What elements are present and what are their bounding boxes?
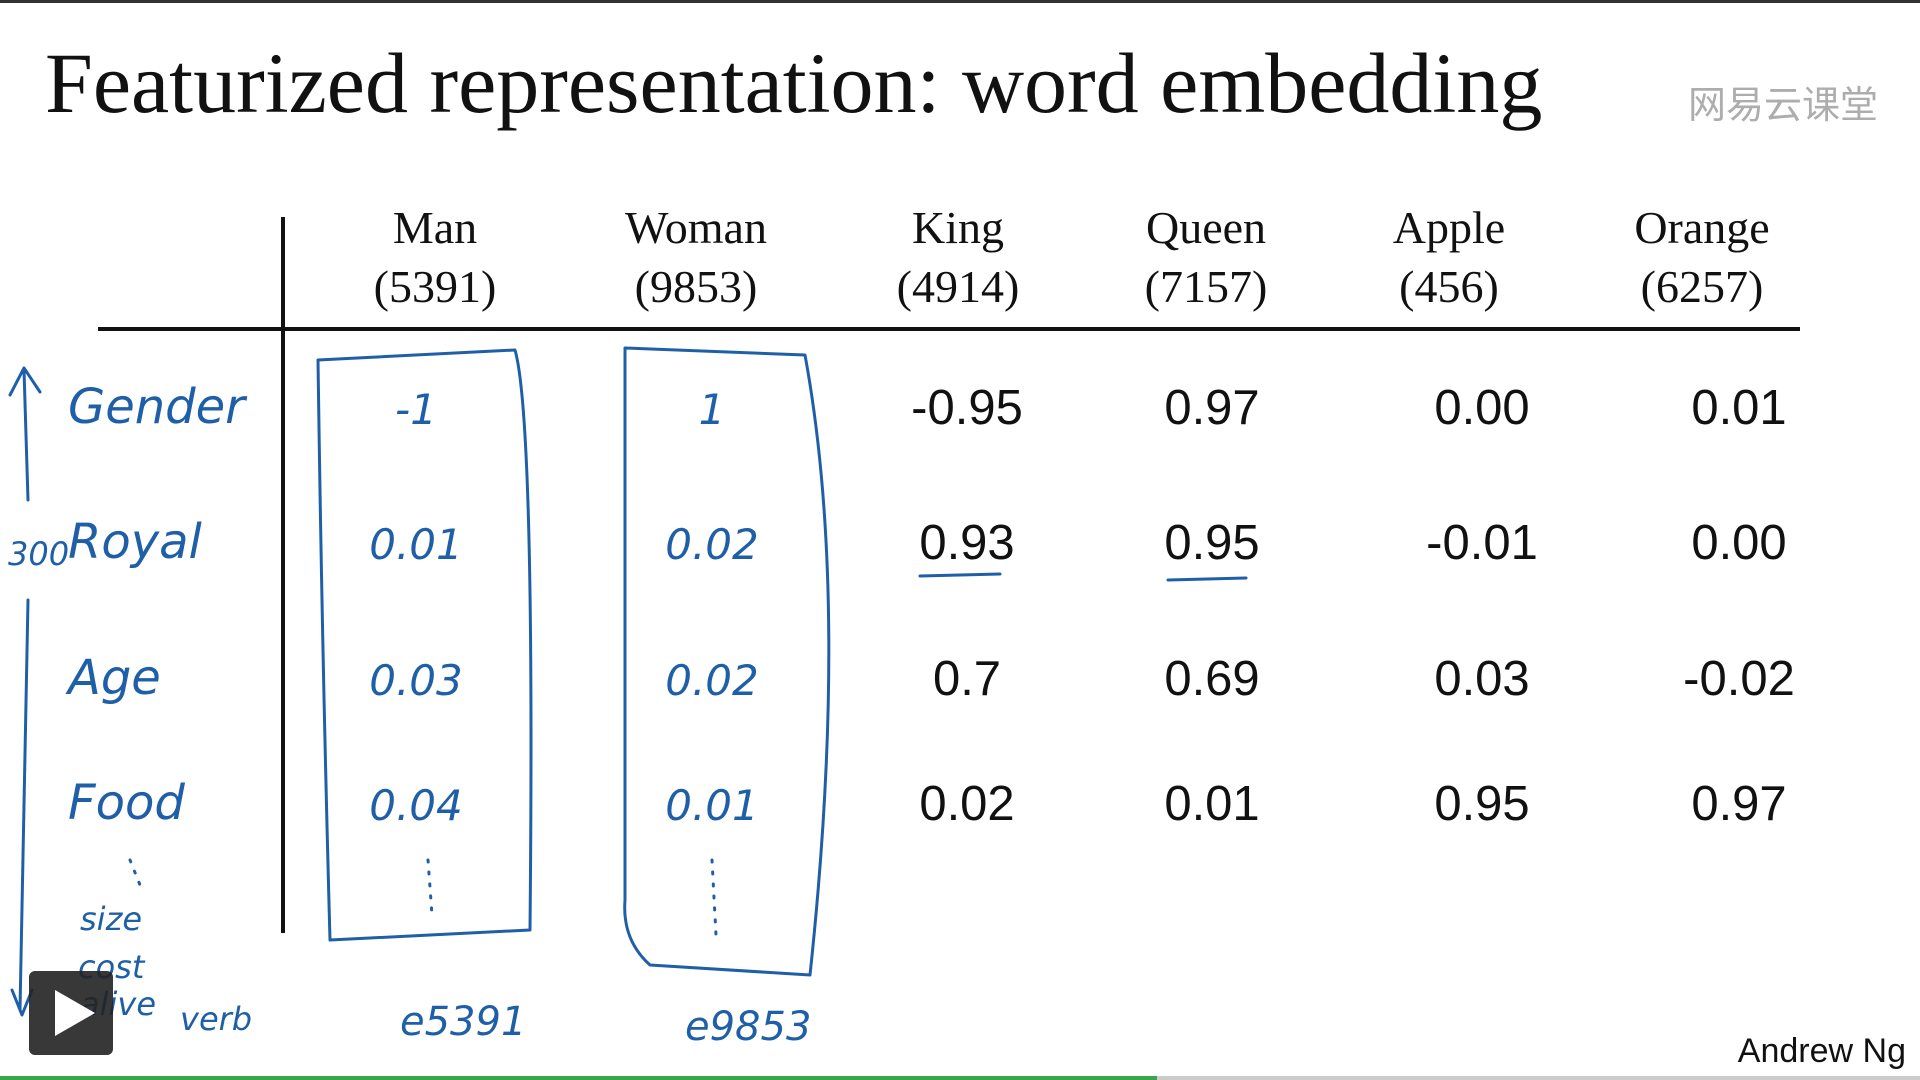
table-cell: 0.69 <box>1164 652 1259 706</box>
woman-vector-bracket <box>623 346 831 977</box>
handwritten-cell: 1 <box>699 385 726 434</box>
column-name: Orange <box>1634 202 1769 253</box>
table-cell: -0.02 <box>1683 652 1795 706</box>
handwritten-cell: 0.01 <box>665 781 759 830</box>
handwritten-cell: 0.04 <box>369 781 463 830</box>
column-name: Woman <box>625 202 767 253</box>
table-cell: 0.95 <box>1434 777 1529 831</box>
table-cell: 0.02 <box>919 777 1014 831</box>
play-icon <box>55 990 95 1036</box>
row-label: Age <box>65 650 161 706</box>
table-cell: 0.00 <box>1691 516 1786 570</box>
row-label: Royal <box>68 514 203 570</box>
top-border <box>0 0 1920 3</box>
slide-title: Featurized representation: word embeddin… <box>45 35 1542 131</box>
column-id: (6257) <box>1641 261 1764 312</box>
table-cell: 0.03 <box>1434 652 1529 706</box>
table-cell: 0.01 <box>1691 381 1786 435</box>
column-id: (456) <box>1399 261 1499 312</box>
table-cell: 0.93 <box>919 516 1014 570</box>
table-cell: -0.95 <box>911 381 1023 435</box>
table-cell: 0.00 <box>1434 381 1529 435</box>
handwritten-cell: 0.02 <box>665 656 759 705</box>
column-id: (7157) <box>1145 261 1268 312</box>
table-cell: 0.7 <box>933 652 1001 706</box>
column-id: (5391) <box>374 261 497 312</box>
row-label: Food <box>68 775 185 831</box>
watermark: 网易云课堂 <box>1688 85 1878 127</box>
table-cell: -0.01 <box>1426 516 1538 570</box>
handwritten-cell: 0.02 <box>665 520 759 569</box>
progress-bar[interactable] <box>0 1076 1157 1080</box>
author: Andrew Ng <box>1738 1032 1906 1070</box>
handwritten-cell: -1 <box>395 385 437 434</box>
embedding-note: e5391 <box>400 999 526 1045</box>
table-cell: 0.95 <box>1164 516 1259 570</box>
progress-track[interactable] <box>1157 1076 1920 1080</box>
column-id: (9853) <box>635 261 758 312</box>
ellipsis-dots <box>128 858 718 937</box>
handwritten-cell: 0.01 <box>369 520 463 569</box>
table-cell: 0.97 <box>1691 777 1786 831</box>
table-cell: 0.01 <box>1164 777 1259 831</box>
row-label: Gender <box>68 379 248 435</box>
dimension-arrow <box>8 366 42 1017</box>
table-cell: 0.97 <box>1164 381 1259 435</box>
embedding-note: e9853 <box>685 1004 811 1050</box>
column-name: Man <box>393 202 477 253</box>
embedding-table: Man (5391) Woman (9853) King (4914) Queen (7157… <box>65 202 1795 831</box>
dimension-note: 300 <box>8 535 69 573</box>
handwritten-cell: 0.03 <box>369 656 463 705</box>
feature-note: size <box>80 900 142 938</box>
man-vector-bracket <box>316 348 533 942</box>
column-name: Queen <box>1146 202 1266 253</box>
column-name: Apple <box>1393 202 1505 253</box>
feature-note: verb <box>180 1000 252 1038</box>
royal-underlines <box>918 572 1248 582</box>
column-id: (4914) <box>897 261 1020 312</box>
column-name: King <box>912 202 1004 253</box>
